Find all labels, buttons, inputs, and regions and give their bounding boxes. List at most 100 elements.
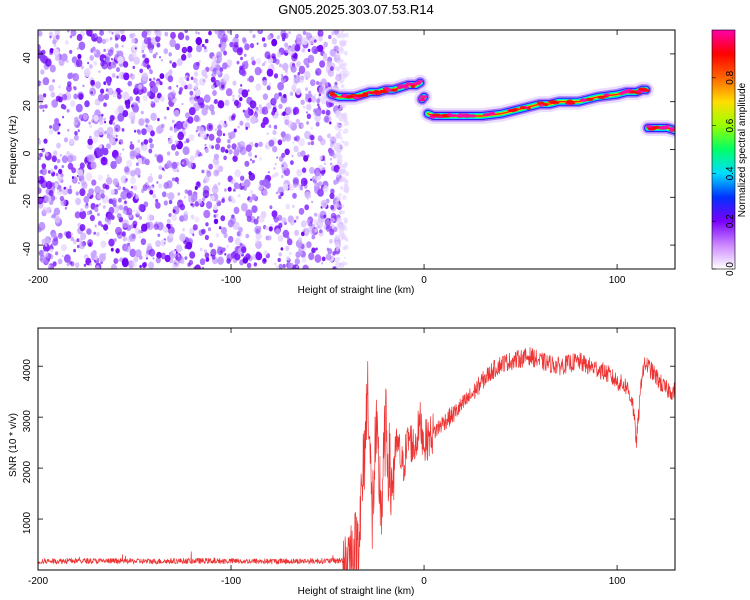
noise-speckle	[221, 226, 227, 235]
noise-speckle	[58, 96, 63, 103]
noise-speckle	[239, 120, 244, 126]
noise-speckle	[110, 188, 115, 195]
noise-speckle	[232, 94, 235, 98]
noise-speckle	[88, 154, 93, 161]
noise-speckle	[307, 48, 311, 53]
ridge-hotspot	[664, 124, 671, 129]
noise-edge-speckle	[335, 121, 339, 125]
noise-speckle	[251, 205, 258, 214]
noise-speckle	[70, 261, 75, 267]
noise-speckle	[227, 186, 232, 192]
noise-speckle	[189, 227, 195, 235]
noise-edge-speckle	[338, 123, 341, 126]
noise-speckle	[196, 44, 202, 53]
noise-edge-speckle	[343, 62, 347, 67]
noise-speckle	[61, 254, 64, 258]
noise-speckle	[80, 208, 84, 213]
ridge-hotspot	[669, 126, 675, 130]
noise-speckle	[301, 37, 308, 45]
noise-edge-speckle	[344, 171, 350, 177]
noise-speckle	[148, 148, 153, 154]
noise-speckle	[306, 241, 312, 248]
noise-speckle	[96, 148, 104, 157]
ridge-hotspot	[580, 98, 588, 102]
noise-speckle	[150, 100, 154, 105]
noise-speckle	[298, 207, 305, 215]
noise-speckle	[148, 138, 153, 144]
noise-speckle	[318, 93, 322, 97]
noise-speckle	[192, 224, 198, 231]
noise-speckle	[38, 176, 41, 181]
noise-speckle	[149, 78, 152, 82]
snr-y-label: SNR (10 * v/v)	[8, 413, 19, 477]
noise-speckle	[106, 134, 110, 139]
noise-speckle	[69, 49, 73, 54]
noise-speckle	[203, 249, 207, 254]
noise-speckle	[49, 168, 54, 174]
noise-speckle	[83, 263, 87, 267]
noise-speckle	[249, 43, 255, 49]
noise-speckle	[184, 140, 187, 144]
noise-speckle	[125, 178, 128, 182]
snr-x-tick-label: 0	[421, 576, 427, 587]
spectrogram-x-ticks: -200 -100 0 100	[28, 30, 626, 286]
noise-speckle	[122, 91, 130, 101]
noise-speckle	[120, 190, 128, 200]
noise-speckle	[310, 140, 315, 146]
noise-speckle	[197, 97, 205, 106]
noise-speckle	[66, 30, 70, 33]
spectrogram-y-tick-label: -40	[22, 241, 33, 256]
noise-speckle	[70, 100, 76, 108]
noise-speckle	[304, 204, 310, 211]
snr-y-tick-label: 2000	[22, 461, 33, 484]
noise-speckle	[131, 186, 133, 189]
ridge-hotspot	[550, 100, 558, 104]
noise-edge-speckle	[338, 229, 345, 236]
noise-speckle	[156, 251, 162, 259]
noise-speckle	[51, 99, 59, 108]
noise-speckle	[131, 52, 137, 59]
noise-speckle	[267, 171, 270, 174]
noise-speckle	[49, 129, 53, 135]
noise-speckle	[176, 58, 183, 66]
noise-speckle	[150, 112, 157, 121]
noise-speckle	[249, 158, 252, 161]
noise-speckle	[117, 93, 122, 100]
noise-speckle	[317, 103, 320, 107]
noise-edge-speckle	[338, 192, 342, 197]
noise-speckle	[102, 205, 106, 209]
noise-speckle	[311, 200, 314, 204]
noise-speckle	[187, 262, 191, 267]
noise-edge-speckle	[334, 240, 340, 246]
noise-speckle	[74, 211, 81, 219]
noise-edge-speckle	[337, 104, 339, 107]
noise-speckle	[192, 233, 195, 237]
noise-speckle	[232, 221, 240, 231]
noise-speckle	[238, 226, 243, 233]
noise-speckle	[271, 110, 275, 116]
noise-speckle	[193, 114, 200, 123]
noise-speckle	[263, 43, 267, 48]
noise-edge-speckle	[336, 196, 340, 200]
noise-speckle	[103, 93, 110, 101]
noise-speckle	[86, 228, 92, 235]
noise-speckle	[290, 160, 294, 166]
noise-speckle	[145, 253, 149, 258]
noise-speckle	[57, 131, 60, 135]
noise-speckle	[103, 57, 106, 61]
noise-speckle	[75, 59, 83, 68]
ridge-hotspot	[419, 95, 429, 99]
noise-speckle	[38, 227, 42, 233]
noise-speckle	[314, 107, 322, 117]
snr-y-tick-label: 4000	[22, 359, 33, 382]
noise-speckle	[244, 109, 251, 119]
noise-speckle	[237, 125, 240, 129]
noise-speckle	[204, 148, 209, 153]
noise-speckle	[114, 37, 118, 41]
noise-speckle	[294, 258, 300, 265]
noise-speckle	[274, 262, 277, 265]
noise-speckle	[110, 160, 117, 170]
noise-speckle	[307, 54, 315, 64]
noise-speckle	[73, 86, 75, 89]
noise-speckle	[146, 91, 151, 97]
